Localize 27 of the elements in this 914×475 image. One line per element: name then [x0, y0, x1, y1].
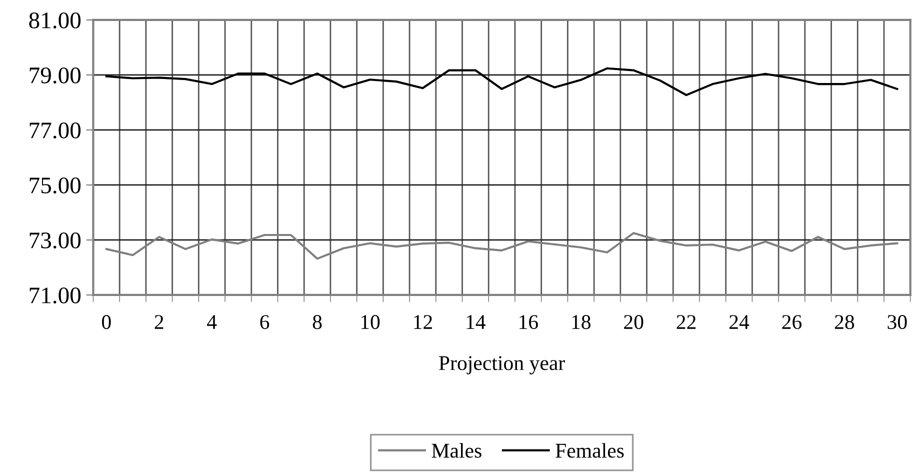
x-tick-label: 16 [520, 315, 538, 330]
x-tick-label: 0 [102, 315, 111, 330]
line-series [105, 67, 898, 96]
y-tick-label: 79.00 [30, 67, 81, 84]
x-tick-label: 6 [260, 315, 270, 330]
x-tick-label: 22 [676, 315, 696, 329]
x-tick-label: 18 [572, 315, 590, 330]
x-tick-label: 14 [466, 315, 486, 329]
y-tick-label: 71.00 [30, 287, 81, 304]
x-tick-label: 8 [312, 315, 322, 330]
x-tick-label: 24 [730, 315, 750, 329]
y-tick-label: 81.00 [29, 12, 81, 28]
x-axis-title: Projection year [439, 356, 565, 374]
legend-label: Males [432, 443, 482, 458]
x-tick-label: 12 [414, 315, 432, 329]
x-tick-label: 20 [624, 315, 644, 330]
y-tick-label: 73.00 [30, 232, 81, 248]
x-tick-label: 2 [154, 315, 164, 329]
x-tick-label: 28 [834, 315, 854, 330]
legend-label: Females [556, 443, 624, 458]
x-tick-label: 4 [207, 315, 217, 329]
x-tick-label: 26 [782, 315, 802, 330]
y-tick-label: 77.00 [30, 122, 81, 138]
line-series [105, 232, 898, 260]
y-tick-label: 75.00 [30, 177, 81, 194]
x-tick-label: 30 [888, 315, 907, 330]
x-tick-label: 10 [361, 315, 380, 330]
